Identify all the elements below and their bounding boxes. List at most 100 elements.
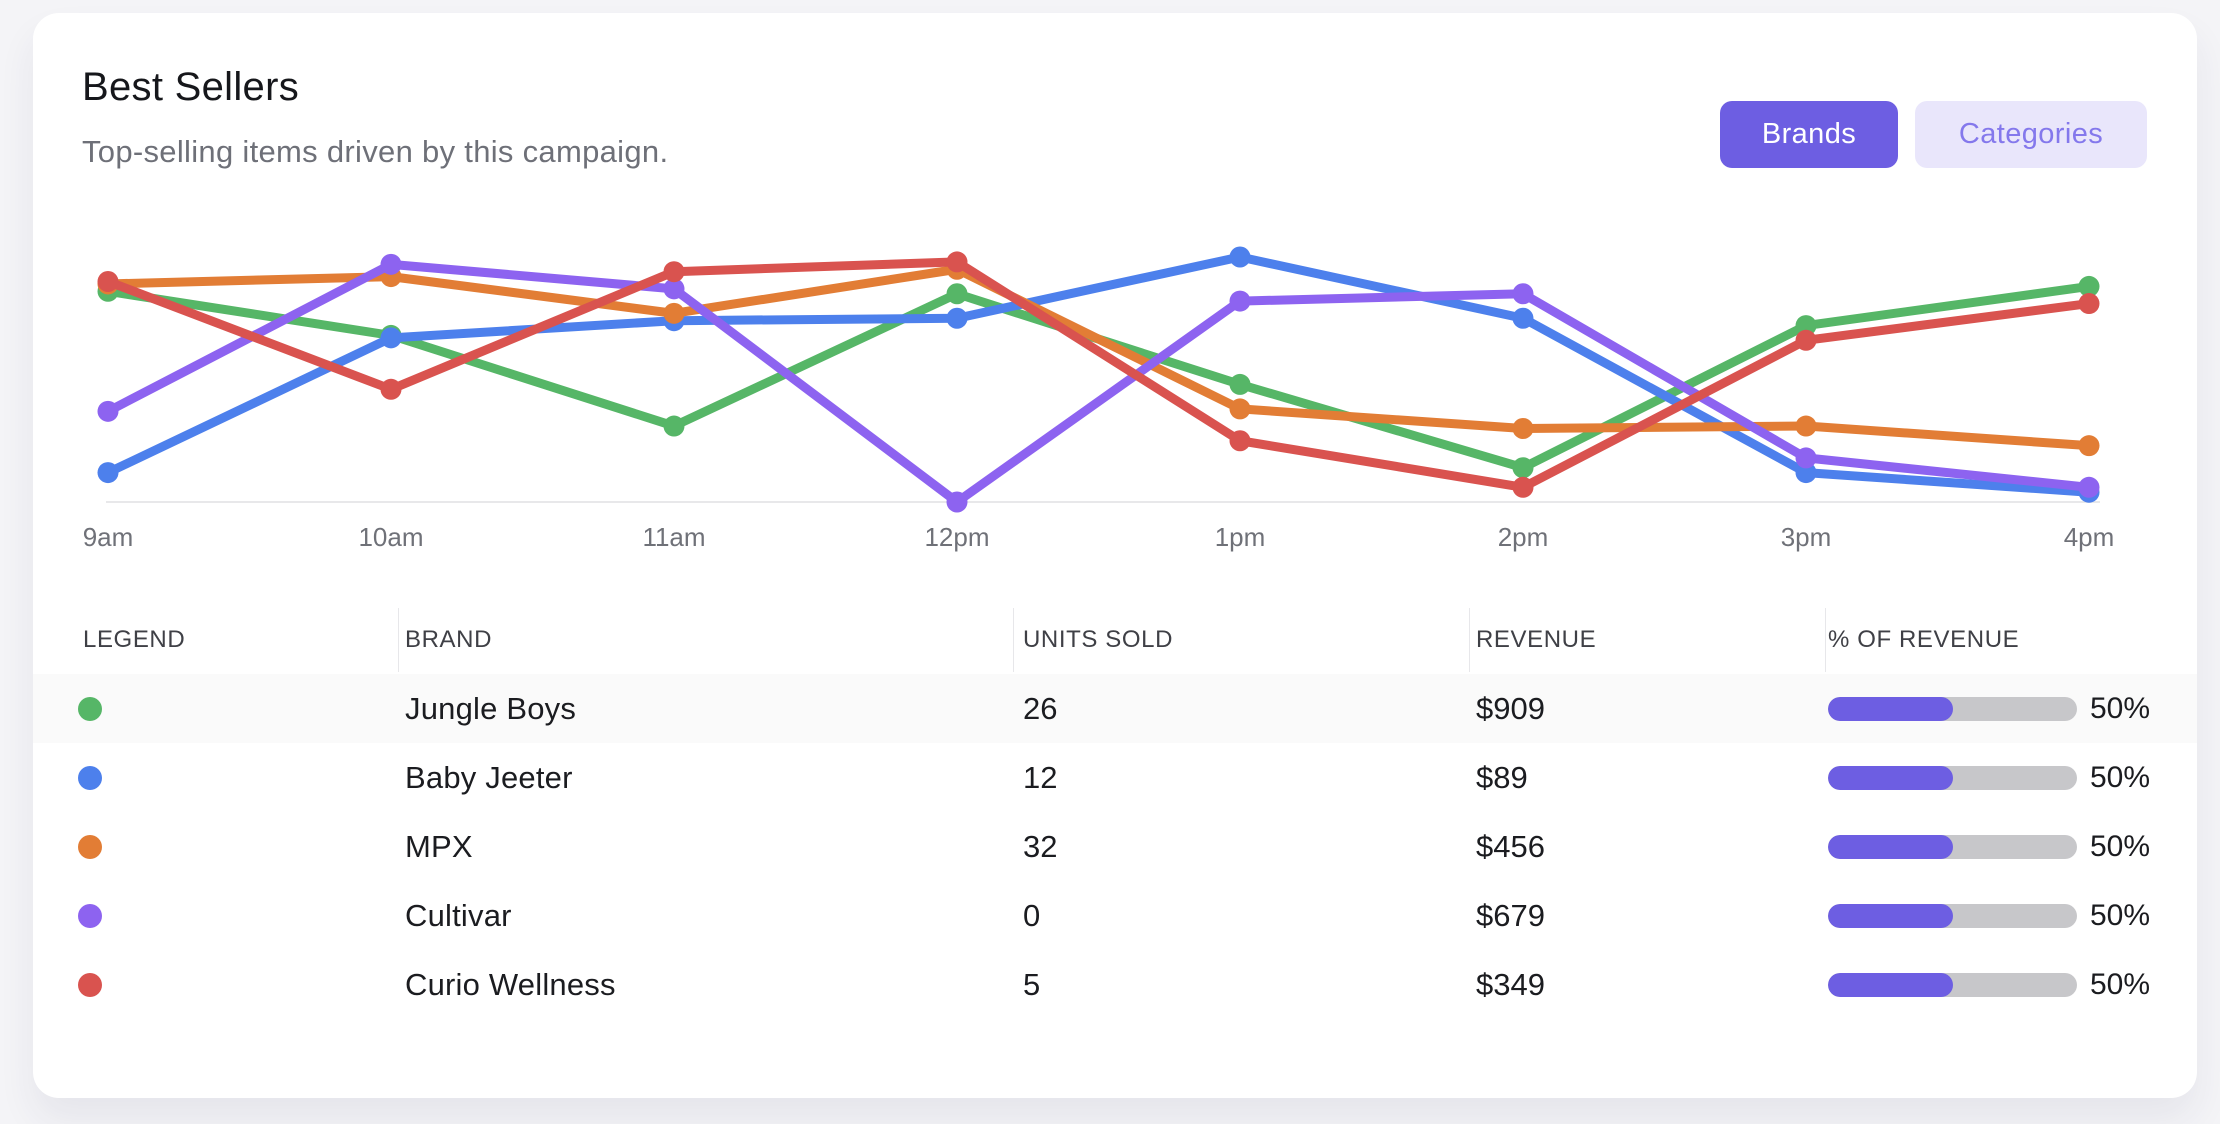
data-point[interactable] [1512,418,1534,439]
percent-of-revenue-label: 50% [2090,691,2151,725]
revenue-share-cell [1828,743,2077,812]
column-divider [1469,608,1470,672]
data-point[interactable] [1795,315,1817,337]
revenue-share-cell [1828,881,2077,950]
data-point[interactable] [1229,398,1251,420]
data-point[interactable] [946,283,968,305]
progress-bar-fill [1828,972,1953,997]
progress-bar-fill [1828,834,1953,859]
table-row[interactable]: Curio Wellness 5 $349 50% [33,950,2197,1019]
data-point[interactable] [1512,476,1534,498]
series-line-mpx [103,264,2094,451]
legend-cell [78,812,102,881]
data-point[interactable] [380,378,402,400]
legend-cell [78,950,102,1019]
data-point[interactable] [2078,275,2100,297]
data-point[interactable] [97,400,119,422]
page-title: Best Sellers [82,65,300,109]
data-point[interactable] [1229,290,1251,312]
brands-toggle-button[interactable]: Brands [1720,101,1898,168]
data-point[interactable] [663,261,685,283]
series-line-jungle-boys [103,281,2094,473]
progress-bar-track [1828,834,2077,859]
progress-bar-track [1828,696,2077,721]
table-row[interactable]: Jungle Boys 26 $909 50% [33,674,2197,743]
data-point[interactable] [663,302,685,324]
series-line-baby-jeeter [103,252,2094,497]
data-point[interactable] [2078,293,2100,315]
data-point[interactable] [946,491,968,513]
brand-name: Baby Jeeter [405,759,573,795]
progress-bar-track [1828,972,2077,997]
series-line-cultivar [103,259,2094,507]
table-row[interactable]: Cultivar 0 $679 50% [33,881,2197,950]
data-point[interactable] [1229,246,1251,268]
table-header-row: LEGEND BRAND UNITS SOLD REVENUE % OF REVENUE [33,608,2197,672]
data-point[interactable] [97,462,119,484]
data-point[interactable] [380,253,402,275]
best-sellers-card: Best Sellers Top-selling items driven by… [33,13,2197,1098]
column-header-units-sold: UNITS SOLD [1023,626,1174,653]
data-point[interactable] [946,307,968,329]
brand-name: Jungle Boys [405,690,577,726]
table-row[interactable]: MPX 32 $456 50% [33,812,2197,881]
x-axis-label: 11am [642,522,705,552]
data-point[interactable] [1795,415,1817,437]
brand-name: MPX [405,828,473,864]
data-point[interactable] [97,271,119,292]
line-chart: 9am 10am 11am 12pm 1pm 2pm 3pm 4pm [83,246,2115,552]
legend-cell [78,881,102,950]
progress-bar-fill [1828,903,1953,928]
categories-toggle-button[interactable]: Categories [1915,101,2147,168]
brand-name: Curio Wellness [405,966,616,1002]
data-point[interactable] [1229,430,1251,452]
units-sold-value: 0 [1023,897,1041,933]
data-point[interactable] [380,327,402,349]
data-point[interactable] [946,251,968,273]
legend-dot [78,972,102,997]
revenue-share-cell [1828,950,2077,1019]
data-point[interactable] [1512,307,1534,329]
legend-cell [78,743,102,812]
percent-of-revenue-label: 50% [2090,898,2151,932]
data-point[interactable] [1795,447,1817,469]
data-point[interactable] [1795,329,1817,351]
revenue-value: $679 [1476,897,1545,933]
column-header--of-revenue: % OF REVENUE [1828,626,2020,653]
legend-dot [78,903,102,928]
revenue-value: $456 [1476,828,1545,864]
data-point[interactable] [1512,283,1534,305]
legend-dot [78,765,102,790]
series-line-curio-wellness [103,257,2094,492]
x-axis-label: 9am [83,522,134,552]
column-divider [398,608,399,672]
legend-cell [78,674,102,743]
column-divider [1825,608,1826,672]
progress-bar-fill [1828,696,1953,721]
brand-name: Cultivar [405,897,512,933]
page-subtitle: Top-selling items driven by this campaig… [82,134,669,169]
x-axis-label: 4pm [2064,522,2115,552]
units-sold-value: 5 [1023,966,1041,1002]
data-point[interactable] [2078,476,2100,498]
percent-of-revenue-label: 50% [2090,760,2151,794]
data-point[interactable] [1229,373,1251,395]
percent-of-revenue-label: 50% [2090,829,2151,863]
column-header-legend: LEGEND [83,626,186,653]
progress-bar-track [1828,903,2077,928]
progress-bar-fill [1828,765,1953,790]
data-point[interactable] [2078,435,2100,457]
x-axis-label: 1pm [1215,522,1266,552]
revenue-share-cell [1828,812,2077,881]
legend-dot [78,834,102,859]
data-point[interactable] [1512,457,1534,479]
x-axis-label: 10am [358,522,423,552]
data-point[interactable] [663,415,685,437]
revenue-value: $909 [1476,690,1545,726]
data-point[interactable] [663,278,685,300]
column-header-brand: BRAND [405,626,493,653]
revenue-value: $349 [1476,966,1545,1002]
data-point[interactable] [1795,462,1817,484]
table-row[interactable]: Baby Jeeter 12 $89 50% [33,743,2197,812]
